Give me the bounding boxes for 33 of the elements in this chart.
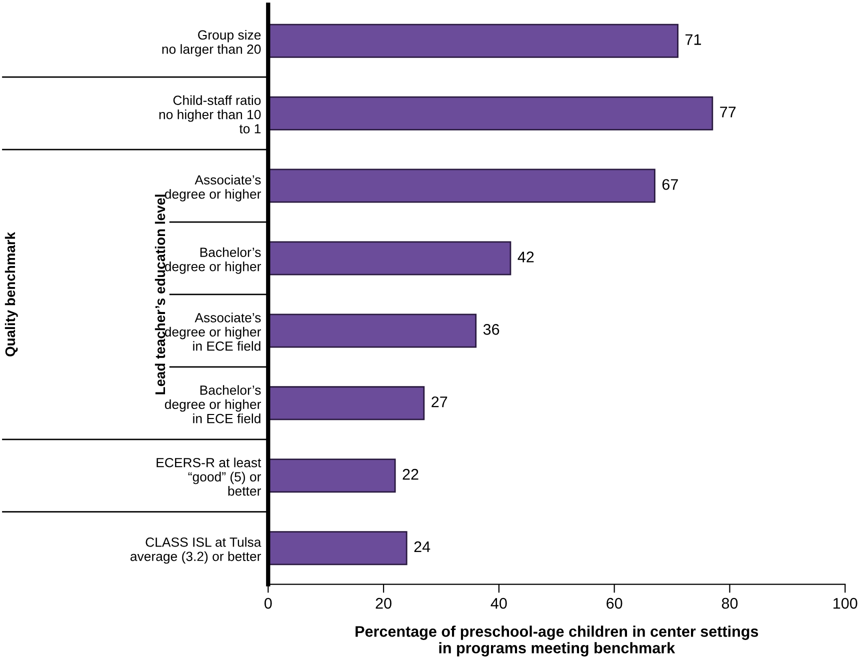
bar — [268, 386, 425, 420]
x-tick-label: 80 — [722, 598, 738, 609]
bar — [268, 241, 512, 276]
bar — [268, 314, 477, 348]
bar — [268, 458, 396, 493]
data-label: 67 — [662, 179, 678, 190]
x-tick-label: 0 — [264, 598, 272, 609]
x-tick-label: 60 — [606, 598, 622, 609]
data-label: 27 — [432, 396, 448, 408]
text: Lead teacher’s education level — [154, 194, 166, 394]
y-tick-label: Child-staff ratio no higher than 10 to 1 — [159, 95, 261, 134]
bar — [268, 96, 714, 130]
x-tick-label: 100 — [834, 598, 858, 609]
bar — [268, 168, 656, 203]
y-tick-label: Bachelor’s degree or higher — [164, 247, 261, 274]
data-label: 22 — [402, 468, 418, 480]
bar — [268, 531, 408, 566]
y-tick-label: Associate’s degree or higher in ECE field — [164, 312, 261, 351]
bar — [268, 24, 678, 58]
y-tick-label: CLASS ISL at Tulsa average (3.2) or better — [130, 537, 262, 564]
data-label: 42 — [518, 252, 534, 262]
text: Quality benchmark — [4, 232, 18, 356]
data-label: 36 — [483, 324, 500, 335]
x-tick-label: 40 — [490, 598, 507, 609]
y-tick-label: Group size no larger than 20 — [162, 30, 261, 56]
data-label: 71 — [686, 34, 701, 45]
y-tick-label: ECERS-R at least “good” (5) or better — [156, 458, 262, 496]
x-axis-title: Percentage of preschool-age children in center settings in programs meeting benchmark — [356, 626, 758, 656]
y-tick-label: Associate’s degree or higher — [164, 174, 261, 202]
data-label: 77 — [720, 106, 736, 118]
data-label: 24 — [414, 541, 430, 552]
y-tick-label: Bachelor’s degree or higher in ECE field — [164, 385, 261, 424]
x-tick-label: 20 — [376, 598, 392, 609]
